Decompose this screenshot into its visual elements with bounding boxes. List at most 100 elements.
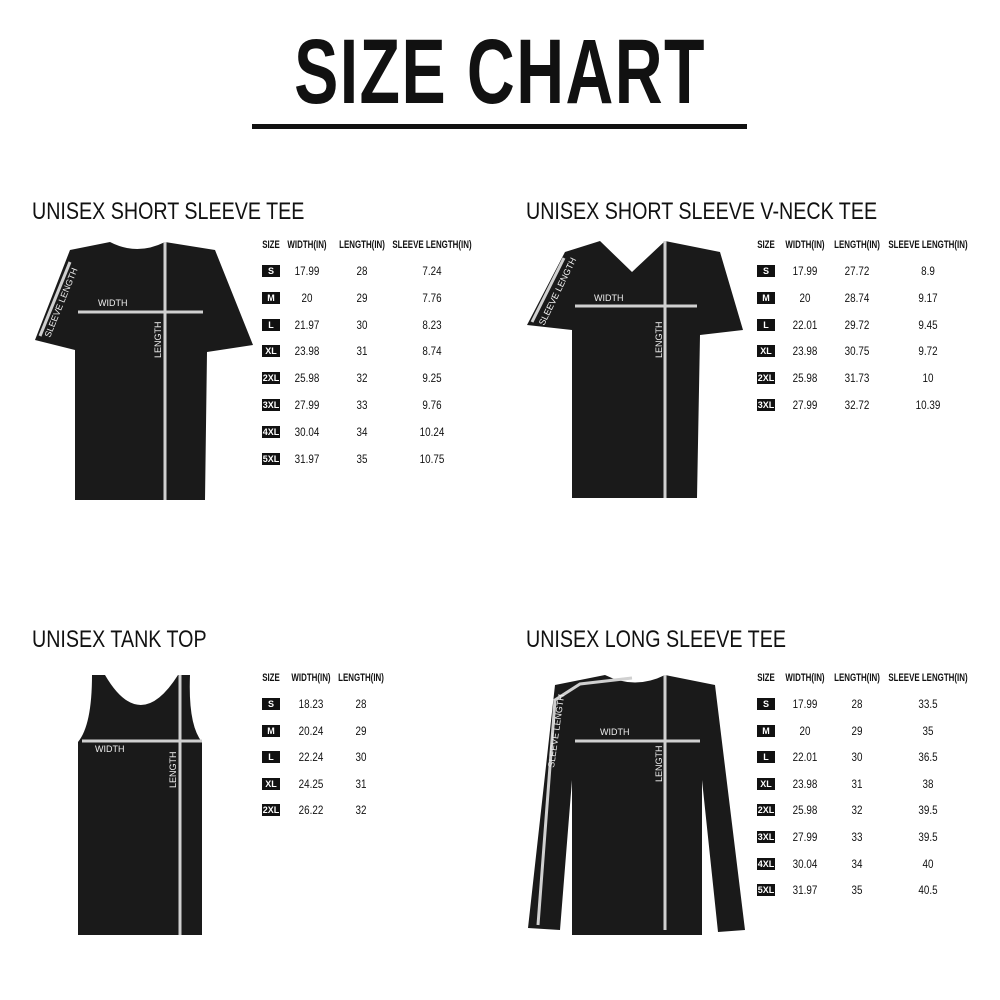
column-header: SIZE: [757, 239, 775, 251]
table-cell: 27.99: [294, 398, 320, 412]
table-cell: 28.74: [844, 290, 870, 305]
size-badge: XL: [262, 345, 280, 358]
table-cell: 30: [851, 750, 863, 765]
table-cell: 8.9: [921, 264, 935, 278]
size-badge: XL: [757, 345, 775, 358]
table-cell: 23.98: [792, 776, 818, 791]
table-cell: 31: [356, 344, 368, 359]
table-cell: 20: [799, 723, 811, 738]
size-badge: 3XL: [262, 399, 280, 411]
table-cell: 8.74: [422, 344, 442, 359]
table-cell: 23.98: [294, 344, 320, 359]
table-cell: 31: [355, 776, 367, 791]
table-cell: 36.5: [918, 750, 938, 765]
table-cell: 32: [356, 371, 368, 386]
column-header: LENGTH(IN): [834, 672, 880, 684]
size-badge: 4XL: [757, 857, 775, 870]
width-label: WIDTH: [98, 298, 128, 308]
size-badge: L: [262, 751, 280, 764]
table-cell: 9.25: [422, 371, 442, 386]
long-sleeve-tee-image: WIDTH LENGTH SLEEVE LENGTH: [528, 675, 745, 935]
size-badge: M: [262, 291, 280, 304]
column-header: SIZE: [262, 239, 280, 251]
column-header: WIDTH(IN): [287, 239, 327, 251]
short-sleeve-tee-image: WIDTH LENGTH SLEEVE LENGTH: [35, 242, 253, 500]
tank-top-image: WIDTH LENGTH: [78, 675, 202, 935]
table-cell: 28: [851, 697, 863, 711]
column-header: WIDTH(IN): [291, 672, 331, 684]
table-cell: 23.98: [792, 344, 818, 359]
table-cell: 30: [356, 317, 368, 332]
table-cell: 22.01: [792, 317, 818, 332]
size-badge: M: [262, 724, 280, 737]
size-badge: 5XL: [757, 884, 775, 897]
table-cell: 32.72: [844, 398, 870, 412]
column-header: SLEEVE LENGTH(IN): [888, 239, 968, 251]
size-badge: XL: [757, 777, 775, 790]
table-cell: 20.24: [298, 723, 324, 738]
table-cell: 30.75: [844, 344, 870, 359]
table-cell: 9.72: [918, 344, 938, 359]
size-badge: L: [757, 751, 775, 764]
table-cell: 39.5: [918, 830, 938, 844]
heading-vneck-tee: UNISEX SHORT SLEEVE V-NECK TEE: [526, 198, 878, 225]
table-cell: 34: [851, 856, 863, 871]
table-cell: 30.04: [294, 424, 320, 439]
table-cell: 29: [851, 723, 863, 738]
table-cell: 22.01: [792, 750, 818, 765]
table-cell: 25.98: [792, 803, 818, 818]
column-header: WIDTH(IN): [785, 672, 825, 684]
table-cell: 27.99: [792, 830, 818, 844]
size-badge: L: [262, 318, 280, 331]
table-cell: 34: [356, 424, 368, 439]
size-badge: 2XL: [757, 372, 775, 385]
svg-text:WIDTH: WIDTH: [594, 293, 624, 303]
column-header: SIZE: [262, 672, 280, 684]
table-cell: 32: [851, 803, 863, 818]
table-cell: 31.97: [294, 451, 320, 466]
table-cell: 8.23: [422, 317, 442, 332]
table-cell: 30.04: [792, 856, 818, 871]
svg-text:WIDTH: WIDTH: [95, 744, 125, 754]
size-badge: 2XL: [757, 804, 775, 817]
title-underline: [252, 124, 747, 129]
table-cell: 9.45: [918, 317, 938, 332]
heading-long-sleeve-tee: UNISEX LONG SLEEVE TEE: [526, 626, 786, 653]
svg-text:WIDTH: WIDTH: [600, 727, 630, 737]
table-cell: 22.24: [298, 750, 324, 765]
column-header: WIDTH(IN): [785, 239, 825, 251]
size-badge: 4XL: [262, 425, 280, 438]
page-title: SIZE CHART: [294, 21, 706, 123]
heading-short-sleeve-tee: UNISEX SHORT SLEEVE TEE: [32, 198, 305, 225]
size-badge: 5XL: [262, 452, 280, 465]
table-cell: 31.73: [844, 371, 870, 386]
column-header: LENGTH(IN): [339, 239, 385, 251]
table-cell: 38: [922, 776, 934, 791]
table-cell: 29.72: [844, 317, 870, 332]
svg-text:LENGTH: LENGTH: [654, 745, 664, 782]
size-badge: 3XL: [757, 399, 775, 411]
table-cell: 10.39: [915, 398, 941, 412]
size-badge: S: [262, 265, 280, 277]
table-cell: 33: [356, 398, 368, 412]
table-cell: 29: [356, 290, 368, 305]
table-cell: 20: [799, 290, 811, 305]
table-cell: 18.23: [298, 697, 324, 711]
size-badge: 3XL: [757, 831, 775, 843]
vneck-tee-image: WIDTH LENGTH SLEEVE LENGTH: [527, 241, 743, 498]
table-cell: 25.98: [294, 371, 320, 386]
table-cell: 29: [355, 723, 367, 738]
size-badge: L: [757, 318, 775, 331]
table-cell: 30: [355, 750, 367, 765]
table-cell: 35: [851, 883, 863, 898]
size-badge: S: [262, 698, 280, 710]
table-cell: 21.97: [294, 317, 320, 332]
svg-text:LENGTH: LENGTH: [168, 751, 178, 788]
table-cell: 10.24: [419, 424, 445, 439]
table-cell: 24.25: [298, 776, 324, 791]
column-header: SLEEVE LENGTH(IN): [888, 672, 968, 684]
size-badge: M: [757, 291, 775, 304]
table-cell: 26.22: [298, 803, 324, 818]
size-badge: 2XL: [262, 804, 280, 817]
